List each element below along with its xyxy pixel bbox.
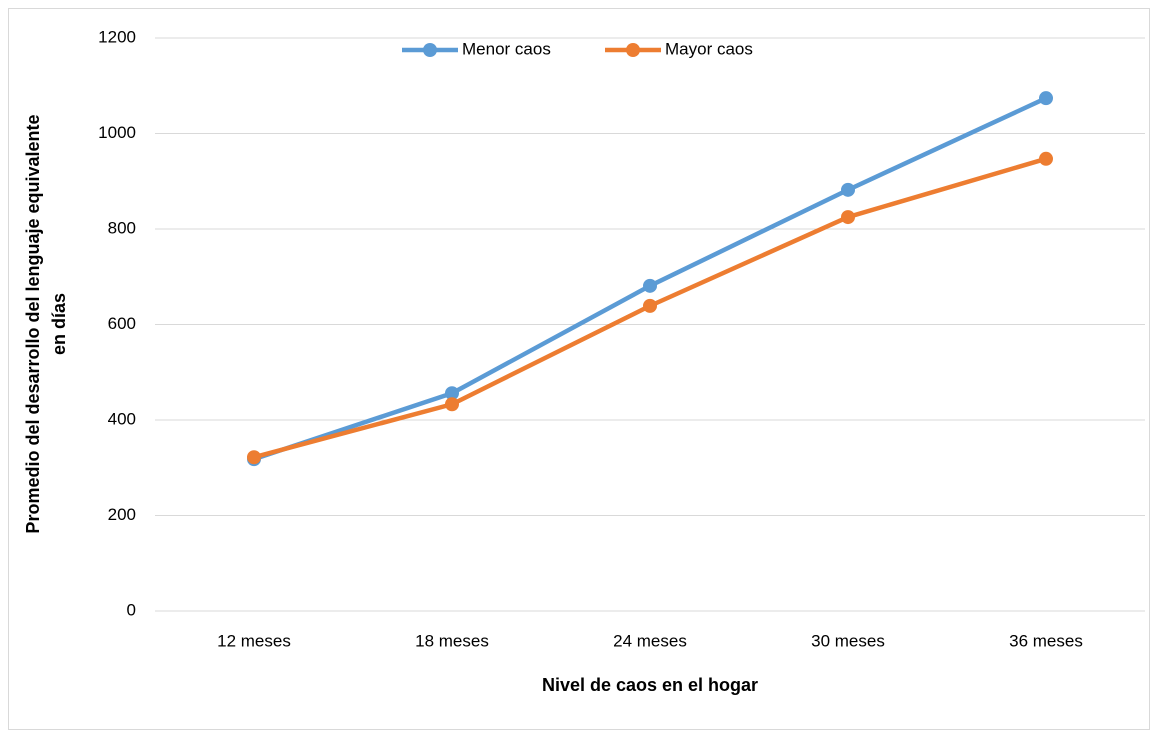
- data-point: [247, 450, 261, 465]
- data-point: [841, 210, 855, 225]
- y-axis-label: en días: [49, 293, 69, 355]
- y-tick-label: 600: [108, 314, 136, 333]
- data-point: [643, 278, 657, 293]
- data-point: [841, 182, 855, 197]
- data-point: [1039, 91, 1053, 106]
- y-tick-label: 800: [108, 218, 136, 237]
- x-axis-label: Nivel de caos en el hogar: [542, 675, 758, 695]
- data-point: [643, 298, 657, 313]
- x-tick-label: 18 meses: [415, 631, 489, 650]
- y-tick-label: 400: [108, 409, 136, 428]
- legend-label: Menor caos: [462, 39, 551, 58]
- data-point: [445, 386, 459, 401]
- data-point: [445, 397, 459, 412]
- y-tick-label: 200: [108, 505, 136, 524]
- x-tick-label: 36 meses: [1009, 631, 1083, 650]
- y-tick-label: 0: [127, 600, 136, 619]
- chart-border: [8, 8, 1150, 730]
- legend-marker: [423, 43, 437, 57]
- x-tick-label: 12 meses: [217, 631, 291, 650]
- legend-label: Mayor caos: [665, 39, 753, 58]
- y-axis-label: Promedio del desarrollo del lenguaje equ…: [23, 114, 43, 533]
- legend-marker: [626, 43, 640, 57]
- x-tick-label: 24 meses: [613, 631, 687, 650]
- data-point: [1039, 151, 1053, 166]
- x-tick-label: 30 meses: [811, 631, 885, 650]
- y-tick-label: 1200: [98, 27, 136, 46]
- y-tick-label: 1000: [98, 123, 136, 142]
